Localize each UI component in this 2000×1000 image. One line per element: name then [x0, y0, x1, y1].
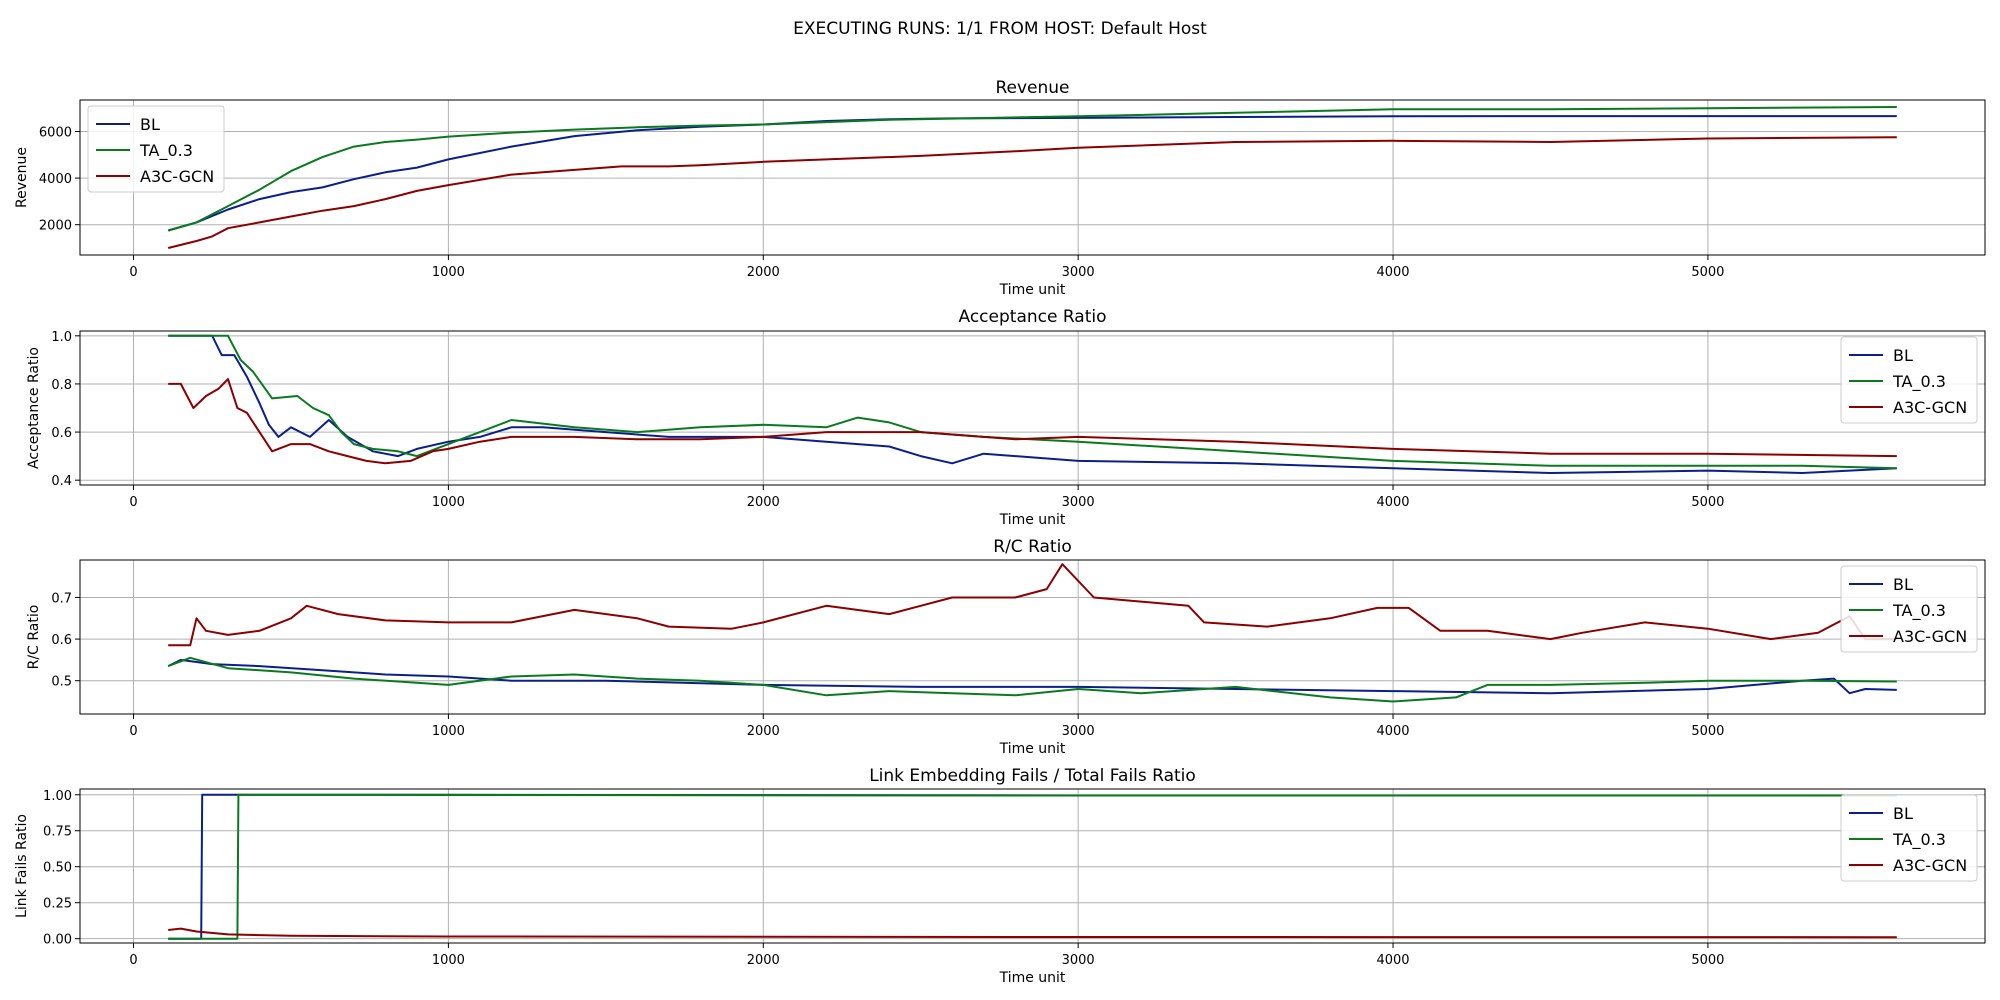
- legend-box: [1840, 336, 1978, 424]
- legend-label: TA_0.3: [1892, 372, 1946, 392]
- y-tick-label: 6000: [39, 125, 72, 140]
- series-line-a3c-gcn: [168, 927, 1897, 939]
- subplot-title: Acceptance Ratio: [959, 307, 1107, 327]
- y-tick-label: 0.8: [51, 378, 72, 393]
- subplot-title: Revenue: [995, 78, 1069, 98]
- y-axis-label: Acceptance Ratio: [26, 347, 42, 469]
- x-tick-label: 2000: [747, 724, 780, 739]
- series-line-ta-0-3: [167, 656, 1897, 703]
- y-tick-label: 0.5: [51, 675, 72, 690]
- x-tick-label: 4000: [1376, 724, 1409, 739]
- series-line-a3c-gcn: [168, 563, 1897, 647]
- x-tick-label: 2000: [747, 495, 780, 510]
- y-tick-label: 0.7: [51, 591, 72, 606]
- x-tick-label: 5000: [1691, 724, 1724, 739]
- legend-label: BL: [1893, 575, 1913, 594]
- y-tick-label: 0.6: [51, 426, 72, 441]
- x-tick-label: 1000: [432, 724, 465, 739]
- legend-label: TA_0.3: [1892, 830, 1946, 850]
- legend-label: BL: [1893, 804, 1913, 823]
- y-axis-label: Link Fails Ratio: [14, 814, 30, 918]
- x-axis-label: Time unit: [999, 970, 1066, 986]
- y-tick-label: 0.50: [43, 861, 72, 876]
- legend-label: BL: [1893, 346, 1913, 365]
- legend-box: [87, 105, 225, 193]
- y-tick-label: 2000: [39, 219, 72, 234]
- x-axis-label: Time unit: [999, 741, 1066, 757]
- x-tick-label: 3000: [1062, 953, 1095, 968]
- legend-label: A3C-GCN: [140, 167, 214, 186]
- x-tick-label: 5000: [1691, 495, 1724, 510]
- x-tick-label: 4000: [1376, 495, 1409, 510]
- series-line-a3c-gcn: [167, 136, 1897, 249]
- series-line-bl: [167, 658, 1897, 695]
- x-tick-label: 1000: [432, 265, 465, 280]
- x-tick-label: 3000: [1062, 495, 1095, 510]
- y-axis-label: R/C Ratio: [26, 605, 42, 670]
- legend: BL TA_0.3 A3C-GCN: [1840, 336, 1978, 424]
- series-line-bl: [168, 334, 1897, 474]
- x-tick-label: 0: [129, 724, 137, 739]
- subplot-1: 0 1000 2000 3000 4000 5000 2000 4000 6000 Revenue…: [14, 78, 1986, 298]
- legend: BL TA_0.3 A3C-GCN: [1840, 565, 1978, 653]
- y-tick-label: 0.75: [43, 825, 72, 840]
- legend-label: A3C-GCN: [1893, 398, 1967, 417]
- axes-frame: [79, 559, 1986, 715]
- legend-label: BL: [140, 115, 160, 134]
- subplot-4: 0 1000 2000 3000 4000 5000 0.00 0.25 0.50 0.75 1.0…: [14, 766, 1986, 986]
- y-tick-label: 0.25: [43, 897, 72, 912]
- legend-label: A3C-GCN: [1893, 856, 1967, 875]
- x-tick-label: 0: [129, 495, 137, 510]
- x-tick-label: 4000: [1376, 265, 1409, 280]
- x-tick-label: 5000: [1691, 265, 1724, 280]
- legend-label: TA_0.3: [1892, 601, 1946, 621]
- axes-frame: [79, 330, 1986, 486]
- legend: BL TA_0.3 A3C-GCN: [87, 105, 225, 193]
- series-line-ta-0-3: [167, 106, 1897, 232]
- y-tick-label: 0.4: [51, 474, 72, 489]
- subplot-2: 0 1000 2000 3000 4000 5000 0.4 0.6 0.8 1.0 Accepta…: [26, 307, 1986, 528]
- x-tick-label: 0: [129, 265, 137, 280]
- y-tick-label: 1.0: [51, 330, 72, 345]
- subplot-3: 0 1000 2000 3000 4000 5000 0.5 0.6 0.7 R/C Ratio T…: [26, 537, 1986, 757]
- legend-box: [1840, 794, 1978, 882]
- series-line-bl: [167, 115, 1897, 232]
- x-axis-label: Time unit: [999, 282, 1066, 298]
- x-tick-label: 5000: [1691, 953, 1724, 968]
- x-tick-label: 1000: [432, 495, 465, 510]
- legend-box: [1840, 565, 1978, 653]
- subplot-title: R/C Ratio: [993, 537, 1071, 557]
- y-tick-label: 0.00: [43, 933, 72, 948]
- y-tick-label: 4000: [39, 172, 72, 187]
- y-axis-label: Revenue: [14, 147, 30, 208]
- y-tick-label: 0.6: [51, 633, 72, 648]
- figure-title: EXECUTING RUNS: 1/1 FROM HOST: Default H…: [793, 19, 1207, 39]
- x-tick-label: 2000: [747, 265, 780, 280]
- subplots-container: 0 1000 2000 3000 4000 5000 2000 4000 6000 Revenue…: [14, 78, 1986, 986]
- x-tick-label: 2000: [747, 953, 780, 968]
- legend-label: A3C-GCN: [1893, 627, 1967, 646]
- x-axis-label: Time unit: [999, 512, 1066, 528]
- x-tick-label: 1000: [432, 953, 465, 968]
- legend: BL TA_0.3 A3C-GCN: [1840, 794, 1978, 882]
- subplot-title: Link Embedding Fails / Total Fails Ratio: [869, 766, 1196, 786]
- axes-frame: [79, 99, 1986, 256]
- series-line-ta-0-3: [168, 793, 1897, 940]
- x-tick-label: 4000: [1376, 953, 1409, 968]
- x-tick-label: 3000: [1062, 265, 1095, 280]
- series-line-a3c-gcn: [168, 378, 1897, 465]
- x-tick-label: 0: [129, 953, 137, 968]
- axes-frame: [79, 788, 1986, 944]
- series-line-ta-0-3: [168, 334, 1897, 470]
- x-tick-label: 3000: [1062, 724, 1095, 739]
- legend-label: TA_0.3: [139, 141, 193, 161]
- y-tick-label: 1.00: [43, 789, 72, 804]
